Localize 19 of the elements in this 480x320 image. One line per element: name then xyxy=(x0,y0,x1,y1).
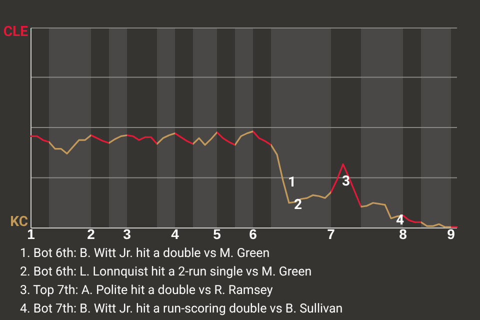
x-tick-label: 9 xyxy=(447,226,456,242)
annotation: 2 xyxy=(294,196,302,213)
x-tick-label: 2 xyxy=(87,226,96,242)
annotation: 1 xyxy=(288,174,296,191)
x-tick-label: 5 xyxy=(213,226,222,242)
x-tick-label: 3 xyxy=(123,226,132,242)
text: CLE xyxy=(3,24,28,40)
text: 2. Bot 6th: L. Lonnquist hit a 2-run single vs M. Green xyxy=(20,264,312,280)
x-tick-label: 8 xyxy=(399,226,408,242)
x-tick-label: 6 xyxy=(249,226,258,242)
x-tick-label: 1 xyxy=(27,226,36,242)
text: 1. Bot 6th: B. Witt Jr. hit a double vs M. Green xyxy=(20,246,270,261)
x-tick-label: 4 xyxy=(171,226,180,242)
x-tick-label: 7 xyxy=(327,226,336,242)
text: 3. Top 7th: A. Polite hit a double vs R. Ramsey xyxy=(20,283,273,298)
text: 4. Bot 7th: B. Witt Jr. hit a run-scoring double vs B. Sullivan xyxy=(20,302,343,316)
text: KC xyxy=(10,214,28,230)
annotation: 3 xyxy=(342,174,350,190)
annotation: 4 xyxy=(396,212,404,228)
